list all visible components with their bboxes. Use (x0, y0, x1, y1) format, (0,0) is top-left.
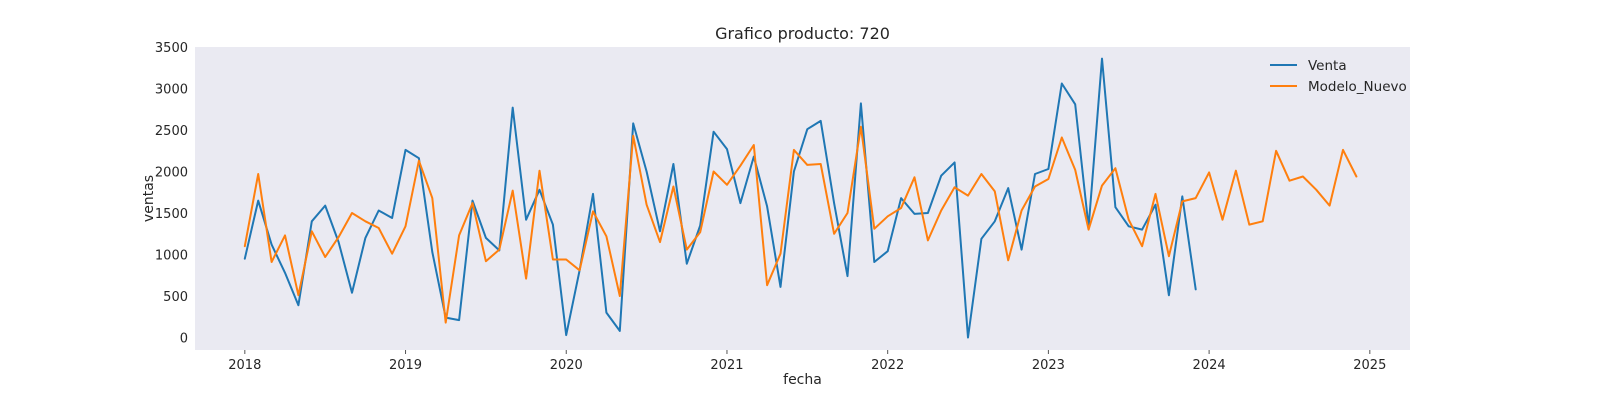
y-tick-label: 0 (180, 332, 188, 347)
series-layer (243, 57, 1358, 339)
legend-item: Venta (1270, 58, 1347, 74)
x-tick-label: 2019 (389, 358, 422, 373)
x-tick-label: 2022 (871, 358, 904, 373)
legend: Venta Modelo_Nuevo (1270, 58, 1407, 95)
chart-title: Grafico producto: 720 (715, 24, 890, 43)
y-axis: 0 500 1000 1500 2000 2500 3000 3500 (155, 41, 188, 347)
x-axis: 2018 2019 2020 2021 2022 2023 2024 2025 (228, 350, 1386, 373)
y-tick-label: 3000 (155, 83, 188, 98)
y-tick-label: 500 (163, 290, 188, 305)
y-axis-label: ventas (141, 175, 157, 222)
x-tick-label: 2018 (228, 358, 261, 373)
legend-item: Modelo_Nuevo (1270, 79, 1407, 95)
series-line-modelo-nuevo (243, 125, 1358, 324)
y-tick-label: 3500 (155, 41, 188, 56)
y-tick-label: 2500 (155, 124, 188, 139)
legend-label: Modelo_Nuevo (1308, 79, 1407, 95)
x-tick-label: 2025 (1353, 358, 1386, 373)
x-tick-label: 2024 (1193, 358, 1226, 373)
x-tick-label: 2021 (710, 358, 743, 373)
x-tick-label: 2023 (1032, 358, 1065, 373)
series-line-venta (243, 57, 1197, 339)
x-axis-label: fecha (783, 372, 822, 388)
x-tick-label: 2020 (550, 358, 583, 373)
plot-area (195, 47, 1410, 350)
y-tick-label: 1500 (155, 207, 188, 222)
legend-label: Venta (1308, 58, 1347, 74)
y-tick-label: 1000 (155, 249, 188, 264)
y-tick-label: 2000 (155, 166, 188, 181)
